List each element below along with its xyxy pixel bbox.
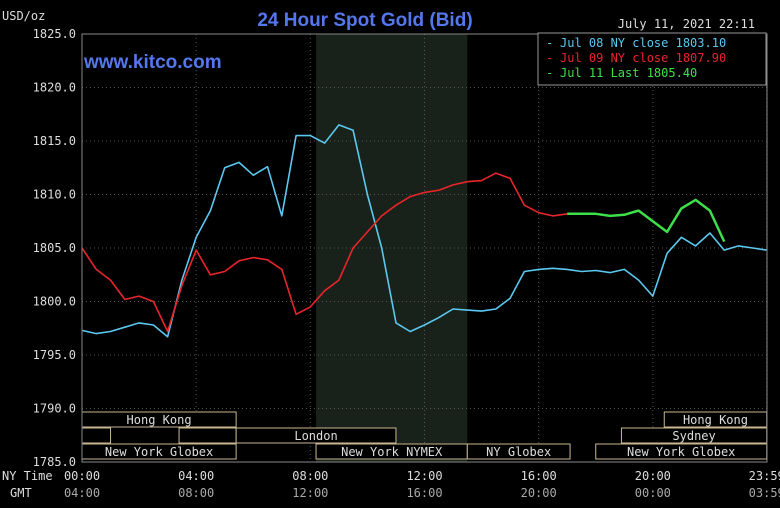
y-tick-label: 1825.0: [33, 27, 76, 41]
x-tick-label-ny: 16:00: [521, 469, 557, 483]
x-axis-label-gmt: GMT: [10, 486, 32, 500]
plot-border: [81, 33, 768, 463]
series-line-jul-11: [567, 198, 726, 243]
x-tick-label-gmt: 08:00: [178, 486, 214, 500]
legend-marker: -: [546, 51, 553, 65]
y-axis-label: USD/oz: [2, 9, 45, 23]
y-tick-label: 1805.0: [33, 241, 76, 255]
price-series: [81, 124, 767, 338]
x-tick-label-gmt: 16:00: [406, 486, 442, 500]
x-tick-label-ny: 12:00: [406, 469, 442, 483]
x-tick-label-gmt: 00:00: [635, 486, 671, 500]
session-bar: [178, 427, 237, 444]
session-label: New York NYMEX: [341, 445, 443, 459]
x-tick-label-ny: 23:59: [749, 469, 780, 483]
timestamp: July 11, 2021 22:11: [618, 17, 755, 31]
chart-title: 24 Hour Spot Gold (Bid): [257, 10, 472, 31]
x-tick-label-ny: 20:00: [635, 469, 671, 483]
series-line-jul-09: [81, 172, 568, 333]
legend-entry: Jul 08 NY close 1803.10: [560, 36, 726, 50]
y-axis-ticks: 1825.0 1820.0 1815.0 1810.0 1805.0 1800.0 1795…: [33, 27, 76, 469]
watermark: www.kitco.com: [83, 52, 222, 73]
x-tick-label-gmt: 03:59: [749, 486, 780, 500]
session-label: Hong Kong: [683, 413, 748, 427]
legend-box: [537, 32, 767, 86]
session-bar: [466, 443, 571, 460]
market-sessions: Hong Kong London New York Globex New York N…: [81, 411, 768, 460]
series-line-jul-08: [81, 124, 767, 338]
session-bar: [235, 427, 397, 444]
y-tick-label: 1795.0: [33, 348, 76, 362]
session-label: Sydney: [672, 429, 715, 443]
y-tick-label: 1810.0: [33, 188, 76, 202]
y-tick-label: 1785.0: [33, 455, 76, 469]
y-tick-label: 1820.0: [33, 81, 76, 95]
x-axis-ticks: 00:00 04:00 04:00 08:00 08:00 12:00 12:00 16:00…: [64, 469, 780, 500]
legend-marker: -: [546, 66, 553, 80]
session-label: New York Globex: [627, 445, 735, 459]
session-label: Hong Kong: [127, 413, 192, 427]
legend-entry: Jul 09 NY close 1807.90: [560, 51, 726, 65]
y-tick-label: 1790.0: [33, 402, 76, 416]
y-tick-label: 1800.0: [33, 295, 76, 309]
x-tick-label-gmt: 20:00: [521, 486, 557, 500]
legend-entry: Jul 11 Last 1805.40: [560, 66, 697, 80]
session-label: NY Globex: [486, 445, 551, 459]
legend-marker: -: [546, 36, 553, 50]
session-bar: [81, 427, 112, 444]
y-tick-label: 1815.0: [33, 134, 76, 148]
x-tick-label-gmt: 04:00: [64, 486, 100, 500]
session-label: New York Globex: [105, 445, 213, 459]
x-tick-label-ny: 04:00: [178, 469, 214, 483]
x-tick-label-gmt: 12:00: [292, 486, 328, 500]
x-axis-label-ny: NY Time: [2, 469, 53, 483]
legend: - Jul 08 NY close 1803.10- Jul 09 NY close…: [537, 32, 767, 86]
x-tick-label-ny: 00:00: [64, 469, 100, 483]
session-label: London: [294, 429, 337, 443]
x-tick-label-ny: 08:00: [292, 469, 328, 483]
